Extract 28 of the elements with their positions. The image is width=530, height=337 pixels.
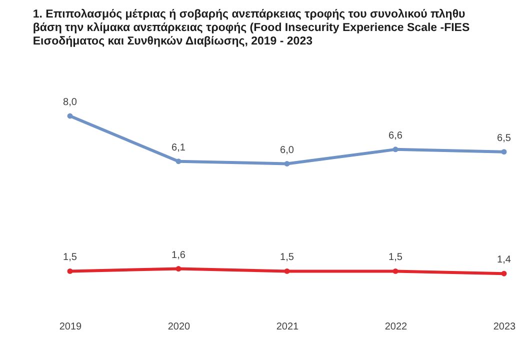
point	[67, 268, 73, 274]
x-tick-label: 2023	[493, 322, 516, 332]
point	[392, 146, 398, 152]
data-label: 6,5	[497, 132, 512, 144]
data-label: 1,4	[497, 254, 512, 266]
x-tick-label: 2020	[168, 322, 191, 332]
x-tick-label: 2022	[384, 322, 408, 332]
data-label: 6,6	[388, 130, 403, 142]
data-label: 8,0	[63, 97, 78, 108]
data-label: 1,5	[388, 252, 403, 264]
point	[176, 266, 182, 272]
data-label: 1,6	[172, 250, 186, 261]
x-tick-label: 2019	[59, 322, 82, 332]
point	[67, 113, 73, 119]
text: Εισοδήματος και Συνθηκών Διαβίωσης, 2019 - 2023	[32, 36, 312, 48]
data-label: 1,5	[280, 252, 294, 264]
text: βάση την κλίμακα ανεπάρκειας τροφής (Food Insecurity Experience Scale -FIES	[32, 22, 470, 34]
data-label: 1,5	[63, 252, 78, 264]
x-tick-label: 2021	[276, 322, 300, 332]
data-label: 6,0	[280, 144, 294, 156]
point	[176, 158, 182, 164]
data-label: 6,1	[172, 142, 186, 154]
text: 1. Επιπολασμός μέτριας ή σοβαρής ανεπάρκειας τροφής του συνολικού πληθυ	[32, 8, 466, 20]
point	[284, 268, 290, 274]
point	[392, 268, 398, 274]
point	[501, 270, 507, 276]
point	[284, 161, 290, 166]
point	[501, 149, 507, 155]
